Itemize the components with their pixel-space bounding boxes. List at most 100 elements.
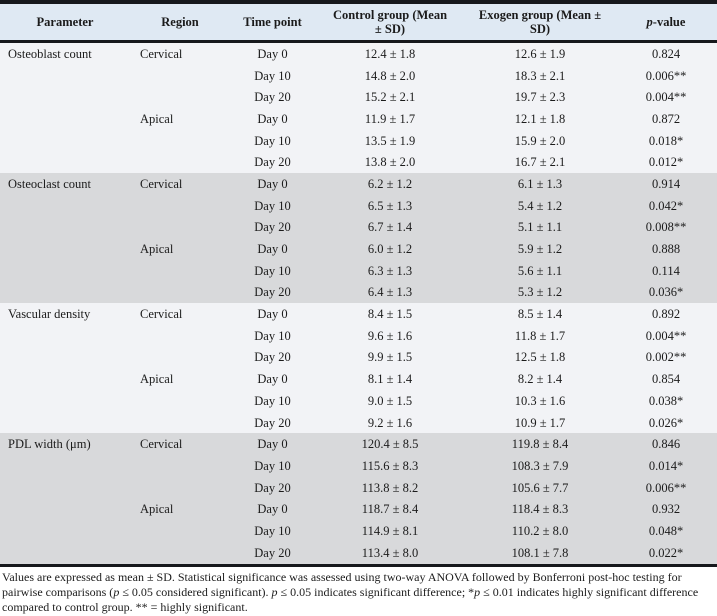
cell-exogen-value: 108.3 ± 7.9 (465, 455, 615, 477)
cell-p-value: 0.888 (615, 238, 717, 260)
table-row: PDL width (μm) Cervical Day 0 120.4 ± 8.5 11… (0, 433, 717, 456)
footnote-italic-p: p (271, 584, 278, 599)
cell-region: Apical (130, 498, 230, 521)
cell-parameter (0, 238, 130, 260)
cell-region: Cervical (130, 173, 230, 195)
cell-control-value: 9.6 ± 1.6 (315, 324, 465, 347)
cell-region (130, 520, 230, 542)
cell-time-point: Day 20 (230, 151, 315, 174)
cell-region (130, 455, 230, 477)
cell-exogen-value: 12.5 ± 1.8 (465, 346, 615, 369)
cell-region: Apical (130, 238, 230, 260)
cell-time-point: Day 0 (230, 498, 315, 521)
cell-parameter (0, 194, 130, 217)
table-row: Day 20 6.7 ± 1.4 5.1 ± 1.1 0.008** (0, 216, 717, 239)
cell-time-point: Day 20 (230, 541, 315, 565)
cell-control-value: 13.8 ± 2.0 (315, 151, 465, 174)
cell-exogen-value: 12.1 ± 1.8 (465, 108, 615, 130)
cell-time-point: Day 10 (230, 324, 315, 347)
table-row: Osteoblast count Cervical Day 0 12.4 ± 1.8 1… (0, 41, 717, 65)
cell-exogen-value: 10.3 ± 1.6 (465, 390, 615, 412)
cell-time-point: Day 0 (230, 108, 315, 130)
cell-time-point: Day 10 (230, 455, 315, 477)
cell-control-value: 9.9 ± 1.5 (315, 346, 465, 369)
table-row: Day 10 6.3 ± 1.3 5.6 ± 1.1 0.114 (0, 259, 717, 282)
cell-time-point: Day 10 (230, 259, 315, 282)
cell-exogen-value: 5.3 ± 1.2 (465, 281, 615, 304)
cell-time-point: Day 0 (230, 173, 315, 195)
table-row: Day 20 9.9 ± 1.5 12.5 ± 1.8 0.002** (0, 346, 717, 369)
cell-region: Apical (130, 368, 230, 390)
table-row: Apical Day 0 118.7 ± 8.4 118.4 ± 8.3 0.932 (0, 498, 717, 521)
cell-parameter: PDL width (μm) (0, 433, 130, 456)
cell-p-value: 0.892 (615, 303, 717, 325)
cell-control-value: 9.2 ± 1.6 (315, 411, 465, 434)
cell-time-point: Day 10 (230, 129, 315, 152)
cell-parameter (0, 390, 130, 412)
header-parameter: Parameter (0, 2, 130, 43)
header-exogen-group: Exogen group (Mean ± SD) (465, 2, 615, 43)
footnote-italic-p: p (474, 584, 481, 599)
cell-parameter: Osteoblast count (0, 41, 130, 65)
cell-region (130, 541, 230, 565)
cell-parameter (0, 520, 130, 542)
cell-parameter (0, 498, 130, 521)
cell-parameter (0, 346, 130, 369)
cell-exogen-value: 105.6 ± 7.7 (465, 476, 615, 499)
cell-region (130, 411, 230, 434)
cell-p-value: 0.006** (615, 476, 717, 499)
cell-region (130, 129, 230, 152)
cell-region (130, 346, 230, 369)
cell-control-value: 118.7 ± 8.4 (315, 498, 465, 521)
cell-time-point: Day 0 (230, 41, 315, 65)
cell-p-value: 0.038* (615, 390, 717, 412)
cell-p-value: 0.026* (615, 411, 717, 434)
cell-parameter: Osteoclast count (0, 173, 130, 195)
cell-p-value: 0.824 (615, 41, 717, 65)
cell-p-value: 0.002** (615, 346, 717, 369)
cell-time-point: Day 10 (230, 64, 315, 87)
cell-p-value: 0.012* (615, 151, 717, 174)
table-row: Day 10 14.8 ± 2.0 18.3 ± 2.1 0.006** (0, 64, 717, 87)
table-row: Vascular density Cervical Day 0 8.4 ± 1.5 8.… (0, 303, 717, 325)
cell-time-point: Day 10 (230, 520, 315, 542)
cell-p-value: 0.048* (615, 520, 717, 542)
cell-region (130, 64, 230, 87)
cell-region (130, 476, 230, 499)
header-p-value-rest: -value (652, 15, 686, 29)
cell-exogen-value: 110.2 ± 8.0 (465, 520, 615, 542)
cell-region: Cervical (130, 41, 230, 65)
cell-control-value: 120.4 ± 8.5 (315, 433, 465, 456)
cell-parameter (0, 455, 130, 477)
cell-parameter (0, 411, 130, 434)
cell-control-value: 11.9 ± 1.7 (315, 108, 465, 130)
cell-parameter (0, 368, 130, 390)
cell-time-point: Day 10 (230, 194, 315, 217)
footnote-text: Values are expressed as mean ± SD. Stati… (2, 569, 682, 599)
header-row: Parameter Region Time point Control grou… (0, 2, 717, 43)
cell-region (130, 281, 230, 304)
table-row: Apical Day 0 8.1 ± 1.4 8.2 ± 1.4 0.854 (0, 368, 717, 390)
cell-p-value: 0.008** (615, 216, 717, 239)
cell-control-value: 6.7 ± 1.4 (315, 216, 465, 239)
cell-control-value: 6.4 ± 1.3 (315, 281, 465, 304)
table-row: Day 20 9.2 ± 1.6 10.9 ± 1.7 0.026* (0, 411, 717, 434)
cell-parameter (0, 476, 130, 499)
cell-exogen-value: 6.1 ± 1.3 (465, 173, 615, 195)
cell-time-point: Day 0 (230, 368, 315, 390)
cell-p-value: 0.006** (615, 64, 717, 87)
cell-time-point: Day 0 (230, 303, 315, 325)
table-row: Day 10 9.6 ± 1.6 11.8 ± 1.7 0.004** (0, 324, 717, 347)
table-row: Day 10 6.5 ± 1.3 5.4 ± 1.2 0.042* (0, 194, 717, 217)
results-table: Parameter Region Time point Control grou… (0, 0, 717, 567)
table-row: Day 10 13.5 ± 1.9 15.9 ± 2.0 0.018* (0, 129, 717, 152)
cell-parameter (0, 259, 130, 282)
table-row: Apical Day 0 11.9 ± 1.7 12.1 ± 1.8 0.872 (0, 108, 717, 130)
cell-exogen-value: 5.4 ± 1.2 (465, 194, 615, 217)
cell-p-value: 0.914 (615, 173, 717, 195)
table-row: Day 10 115.6 ± 8.3 108.3 ± 7.9 0.014* (0, 455, 717, 477)
header-control-group: Control group (Mean ± SD) (315, 2, 465, 43)
cell-control-value: 12.4 ± 1.8 (315, 41, 465, 65)
cell-p-value: 0.004** (615, 86, 717, 109)
